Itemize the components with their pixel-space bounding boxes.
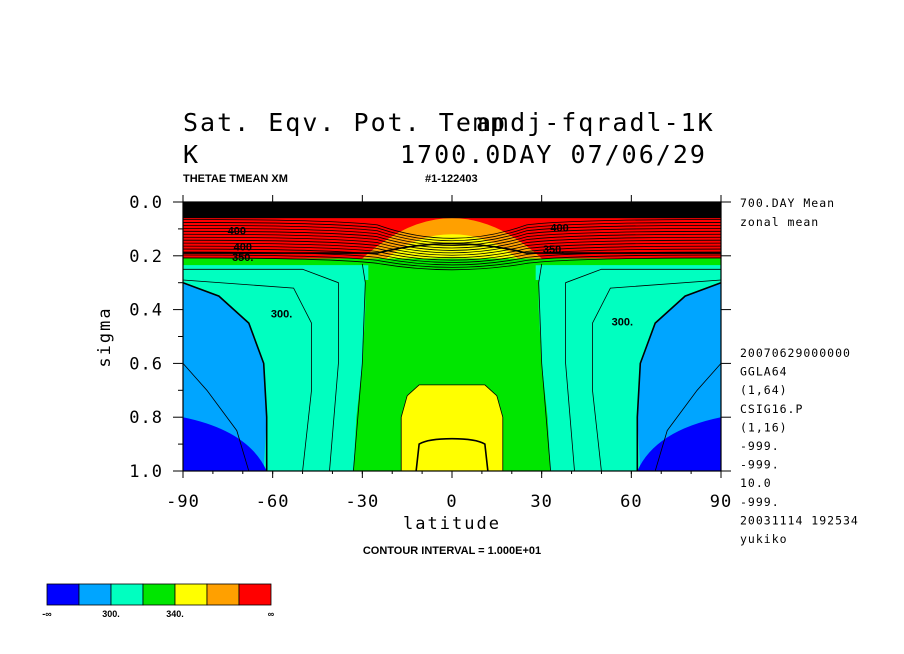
- y-tick-label: 0.4: [129, 301, 163, 321]
- side-info-line: -999.: [740, 439, 780, 453]
- contour-label: 300.: [271, 309, 292, 321]
- side-info-line: (1,64): [740, 383, 788, 397]
- upper-contour-line: [182, 254, 722, 268]
- contour-interval: CONTOUR INTERVAL = 1.000E+01: [363, 545, 541, 557]
- colorbar-swatch: [142, 583, 176, 606]
- colorbar-label: 340.: [166, 609, 184, 619]
- colorbar-label: -∞: [42, 609, 52, 619]
- colorbar: -∞ 300. 340. ∞: [42, 583, 275, 619]
- contour-line: [654, 363, 722, 472]
- upper-contour-line: [182, 245, 722, 261]
- contour-line-tropics: [400, 384, 504, 472]
- contour-label: 350.: [543, 244, 564, 256]
- yellow-region: [401, 384, 503, 471]
- contour-line: [182, 281, 268, 471]
- side-info-line: -999.: [740, 458, 780, 472]
- y-tick-label: 1.0: [129, 462, 163, 482]
- colorbar-swatch: [238, 583, 272, 606]
- title-line1-left: Sat. Eqv. Pot. Temp: [183, 108, 507, 137]
- title-line2-left: K: [183, 140, 200, 169]
- contour-line-350: [183, 242, 721, 254]
- cyan-strip-south: [183, 265, 369, 281]
- y-tick-label: 0.0: [129, 193, 163, 213]
- colorbar-swatch: [206, 583, 240, 606]
- colorbar-swatch: [78, 583, 112, 606]
- y-tick-label: 0.8: [129, 408, 163, 428]
- x-tick-label: -60: [256, 492, 290, 512]
- side-info-line: 20031114 192534: [740, 513, 859, 527]
- yellow-cap: [386, 234, 518, 259]
- axes: -90 -60 -30 0 30 60 90 0.0 0.2 0.4 0.6 0.8 1.0: [129, 193, 732, 512]
- contour-line: [636, 281, 722, 471]
- upper-contour-line: [182, 233, 722, 251]
- colorbar-label: 300.: [102, 609, 120, 619]
- contour-line-tropics-inner: [415, 437, 489, 472]
- upper-contour-line: [182, 239, 722, 256]
- contour-line: [182, 279, 312, 472]
- contour-label: 350.: [232, 252, 253, 264]
- contour-label: 350: [547, 201, 565, 213]
- side-info-line: zonal mean: [740, 215, 819, 229]
- x-axis-title: latitude: [403, 514, 501, 534]
- contour-line: [592, 279, 722, 472]
- side-info-line: GGLA64: [740, 365, 788, 379]
- y-axis-title: sigma: [95, 306, 115, 367]
- colorbar-label: ∞: [268, 609, 275, 619]
- upper-contour-line: [182, 257, 722, 271]
- colorbar-swatch: [46, 583, 80, 606]
- green-strip: [183, 258, 721, 266]
- dark-blue-pole-south: [183, 417, 267, 471]
- y-tick-label: 0.6: [129, 354, 163, 374]
- side-info-line: 10.0: [740, 476, 772, 490]
- subheader-left: THETAE TMEAN XM: [183, 173, 288, 185]
- upper-contour-line: [182, 219, 722, 239]
- contour-label: 400: [228, 225, 246, 237]
- upper-contour-line: [182, 230, 722, 249]
- upper-contour-line: [182, 227, 722, 246]
- x-tick-label: -30: [345, 492, 379, 512]
- contour-label: 350: [219, 209, 237, 221]
- contour-line: [182, 363, 250, 472]
- side-info-top: 700.DAY Mean zonal mean: [740, 196, 835, 229]
- side-info-line: CSIG16.P: [740, 402, 803, 416]
- side-info-line: (1,16): [740, 420, 788, 434]
- upper-contour-line: [182, 222, 722, 242]
- dense-contour-top: [183, 202, 721, 219]
- contour-label: 400: [550, 223, 568, 235]
- x-tick-label: 0: [446, 492, 457, 512]
- x-tick-label: 30: [530, 492, 552, 512]
- upper-contour-line: [182, 248, 722, 263]
- x-tick-label: 90: [710, 492, 732, 512]
- contour-line: [538, 263, 551, 472]
- contour-line: [183, 268, 339, 472]
- contour-line: [353, 263, 366, 472]
- x-tick-label: -90: [166, 492, 200, 512]
- subheader-right: #1-122403: [425, 173, 478, 185]
- contour-label: 300.: [612, 317, 633, 329]
- cyan-strip-north: [535, 265, 721, 281]
- side-info-bottom: 20070629000000 GGLA64 (1,64) CSIG16.P (1,16)…: [740, 346, 859, 546]
- y-tick-label: 0.2: [129, 247, 163, 267]
- side-info-line: 700.DAY Mean: [740, 196, 835, 210]
- title-line2-right: 1700.0DAY 07/06/29: [400, 140, 707, 169]
- colorbar-swatch: [174, 583, 208, 606]
- upper-contour-line: [182, 236, 722, 254]
- side-info-line: yukiko: [740, 532, 788, 546]
- side-info-line: 20070629000000: [740, 346, 851, 360]
- title-line1-right: amdj-fqradl-1K: [476, 108, 715, 137]
- side-info-line: -999.: [740, 495, 780, 509]
- dark-blue-pole-north: [637, 417, 721, 471]
- upper-contour-line: [182, 242, 722, 259]
- contour-line: [565, 268, 721, 472]
- x-tick-label: 60: [620, 492, 642, 512]
- contour-label: 400: [234, 241, 252, 253]
- colorbar-swatch: [110, 583, 144, 606]
